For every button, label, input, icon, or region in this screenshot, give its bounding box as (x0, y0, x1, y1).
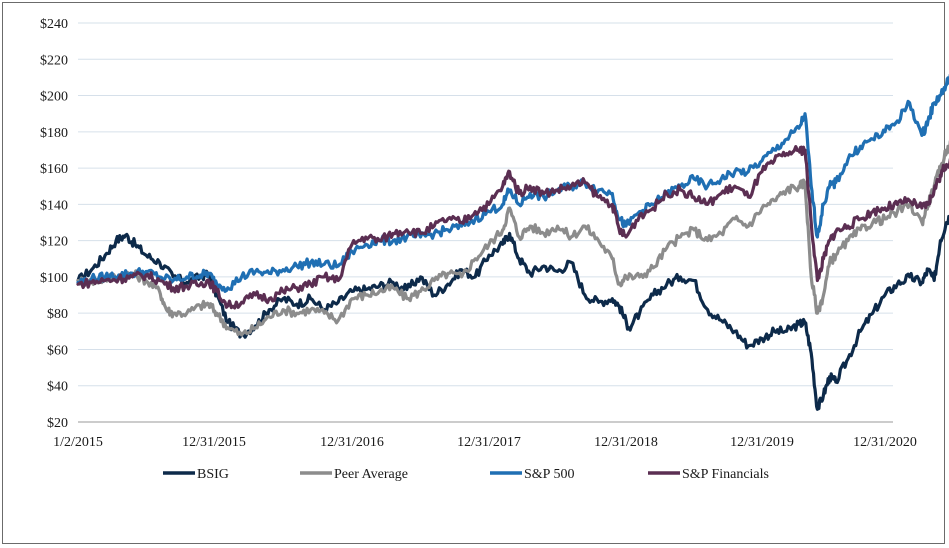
legend-label: S&P Financials (682, 467, 769, 482)
y-tick-label: $240 (40, 17, 68, 32)
legend-item: S&P 500 (490, 467, 574, 482)
x-axis-ticks: 1/2/2015 12/31/2015 12/31/2016 12/31/2017 12… (53, 435, 917, 450)
legend-item: S&P Financials (648, 467, 769, 482)
series-lines (76, 73, 949, 411)
series-line-bsig (76, 214, 949, 411)
x-tick-label: 12/31/2015 (182, 435, 246, 450)
x-tick-label: 12/31/2016 (320, 435, 384, 450)
y-tick-label: $60 (47, 343, 68, 358)
series-line-s-p-500 (76, 73, 949, 293)
y-tick-label: $220 (40, 53, 68, 68)
y-axis-ticks: $20 $40 $60 $80 $100 $120 $140 $160 $180 $200 $220… (40, 17, 68, 431)
x-tick-label: 1/2/2015 (53, 435, 103, 450)
series-line-peer-average (76, 140, 949, 337)
y-tick-label: $180 (40, 126, 68, 141)
legend: BSIG Peer Average S&P 500 S&P Financials (163, 467, 769, 482)
x-tick-label: 12/31/2019 (730, 435, 794, 450)
grid-lines (78, 22, 893, 423)
legend-label: Peer Average (334, 467, 408, 482)
legend-label: BSIG (197, 467, 229, 482)
legend-item: Peer Average (300, 467, 408, 482)
x-tick-label: 12/31/2017 (457, 435, 521, 450)
x-tick-label: 12/31/2018 (594, 435, 658, 450)
y-tick-label: $40 (47, 380, 68, 395)
y-tick-label: $120 (40, 235, 68, 250)
y-tick-label: $20 (47, 416, 68, 431)
legend-label: S&P 500 (524, 467, 574, 482)
series-line-s-p-financials (76, 145, 949, 310)
y-tick-label: $80 (47, 307, 68, 322)
y-tick-label: $160 (40, 162, 68, 177)
y-tick-label: $200 (40, 90, 68, 105)
x-tick-label: 12/31/2020 (853, 435, 917, 450)
legend-item: BSIG (163, 467, 229, 482)
y-tick-label: $140 (40, 198, 68, 213)
y-tick-label: $100 (40, 271, 68, 286)
